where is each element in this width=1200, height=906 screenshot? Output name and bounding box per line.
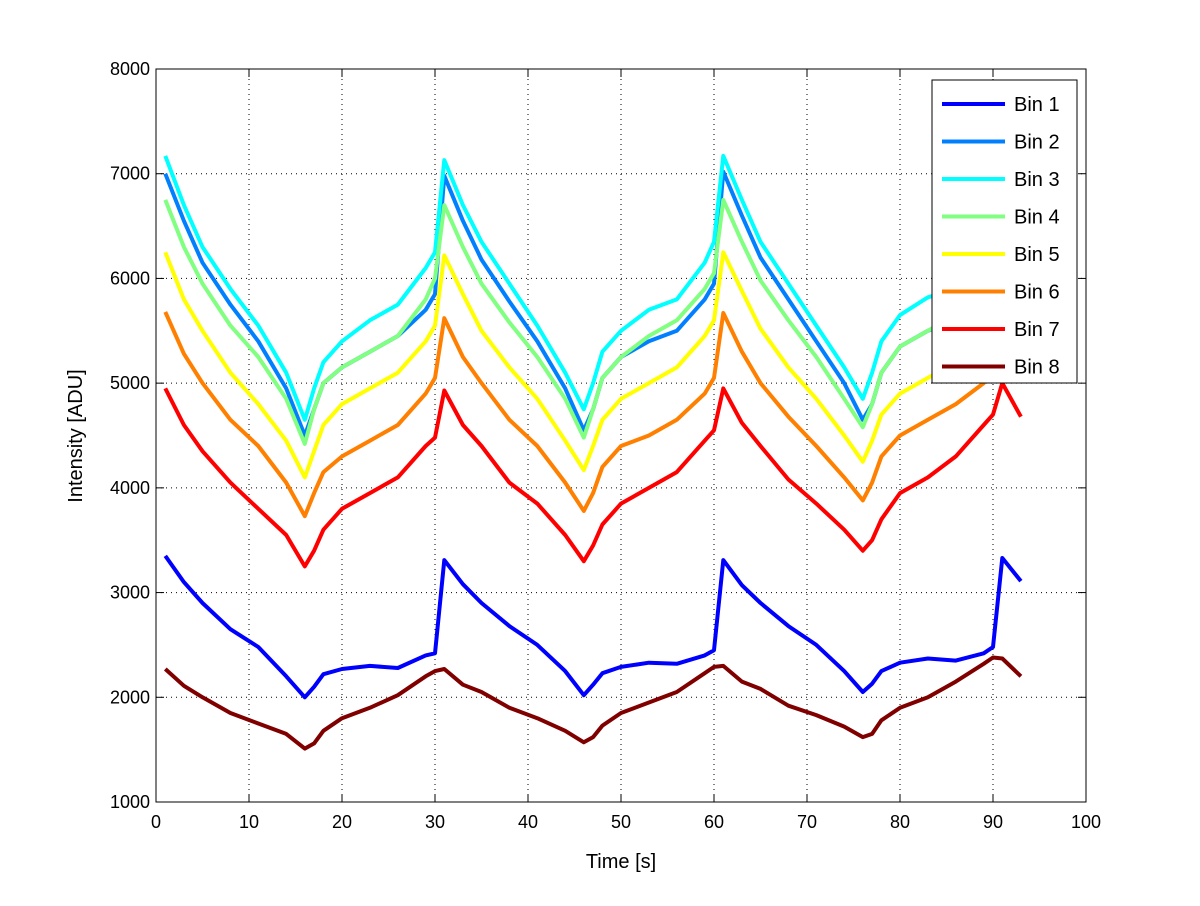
x-tick-label: 70 bbox=[797, 812, 817, 832]
x-tick-label: 30 bbox=[425, 812, 445, 832]
x-tick-label: 20 bbox=[332, 812, 352, 832]
series-line-bin-7 bbox=[163, 381, 1023, 569]
y-tick-label: 1000 bbox=[110, 792, 150, 812]
y-tick-label: 3000 bbox=[110, 583, 150, 603]
ticks: 0 10 20 30 40 50 60 70 80 90 100 1000 2000 3000 4000 50… bbox=[110, 59, 1101, 832]
x-axis-label: Time [s] bbox=[586, 851, 656, 873]
y-tick-label: 4000 bbox=[110, 478, 150, 498]
x-tick-label: 60 bbox=[704, 812, 724, 832]
y-tick-label: 6000 bbox=[110, 268, 150, 288]
x-tick-label: 50 bbox=[611, 812, 631, 832]
legend-label-bin-8: Bin 8 bbox=[1014, 357, 1060, 379]
legend-label-bin-3: Bin 3 bbox=[1014, 169, 1060, 191]
grid bbox=[156, 69, 1086, 802]
legend-label-bin-6: Bin 6 bbox=[1014, 282, 1060, 304]
y-tick-label: 8000 bbox=[110, 59, 150, 79]
legend-label-bin-2: Bin 2 bbox=[1014, 132, 1060, 154]
legend: Bin 1 Bin 2 Bin 3 Bin 4 Bin 5 Bin 6 Bin 7 Bin 8 bbox=[931, 79, 1078, 384]
y-tick-label: 5000 bbox=[110, 373, 150, 393]
y-axis-label: Intensity [ADU] bbox=[65, 369, 87, 502]
legend-label-bin-5: Bin 5 bbox=[1014, 244, 1060, 266]
series-line-bin-5 bbox=[163, 250, 1023, 480]
x-tick-label: 0 bbox=[151, 812, 161, 832]
legend-label-bin-4: Bin 4 bbox=[1014, 207, 1060, 229]
x-tick-label: 40 bbox=[518, 812, 538, 832]
legend-label-bin-1: Bin 1 bbox=[1014, 94, 1060, 116]
y-tick-label: 7000 bbox=[110, 164, 150, 184]
x-tick-label: 100 bbox=[1071, 812, 1101, 832]
series-lines bbox=[163, 150, 1023, 751]
legend-label-bin-7: Bin 7 bbox=[1014, 319, 1060, 341]
series-line-bin-1 bbox=[163, 554, 1023, 700]
series-line-bin-3 bbox=[163, 150, 1023, 422]
legend-box bbox=[931, 79, 1078, 384]
x-tick-label: 10 bbox=[239, 812, 259, 832]
x-tick-label: 90 bbox=[983, 812, 1003, 832]
y-tick-label: 2000 bbox=[110, 687, 150, 707]
series-line-bin-6 bbox=[163, 307, 1023, 519]
series-line-bin-8 bbox=[163, 655, 1023, 751]
series-line-bin-4 bbox=[163, 197, 1023, 446]
x-tick-label: 80 bbox=[890, 812, 910, 832]
